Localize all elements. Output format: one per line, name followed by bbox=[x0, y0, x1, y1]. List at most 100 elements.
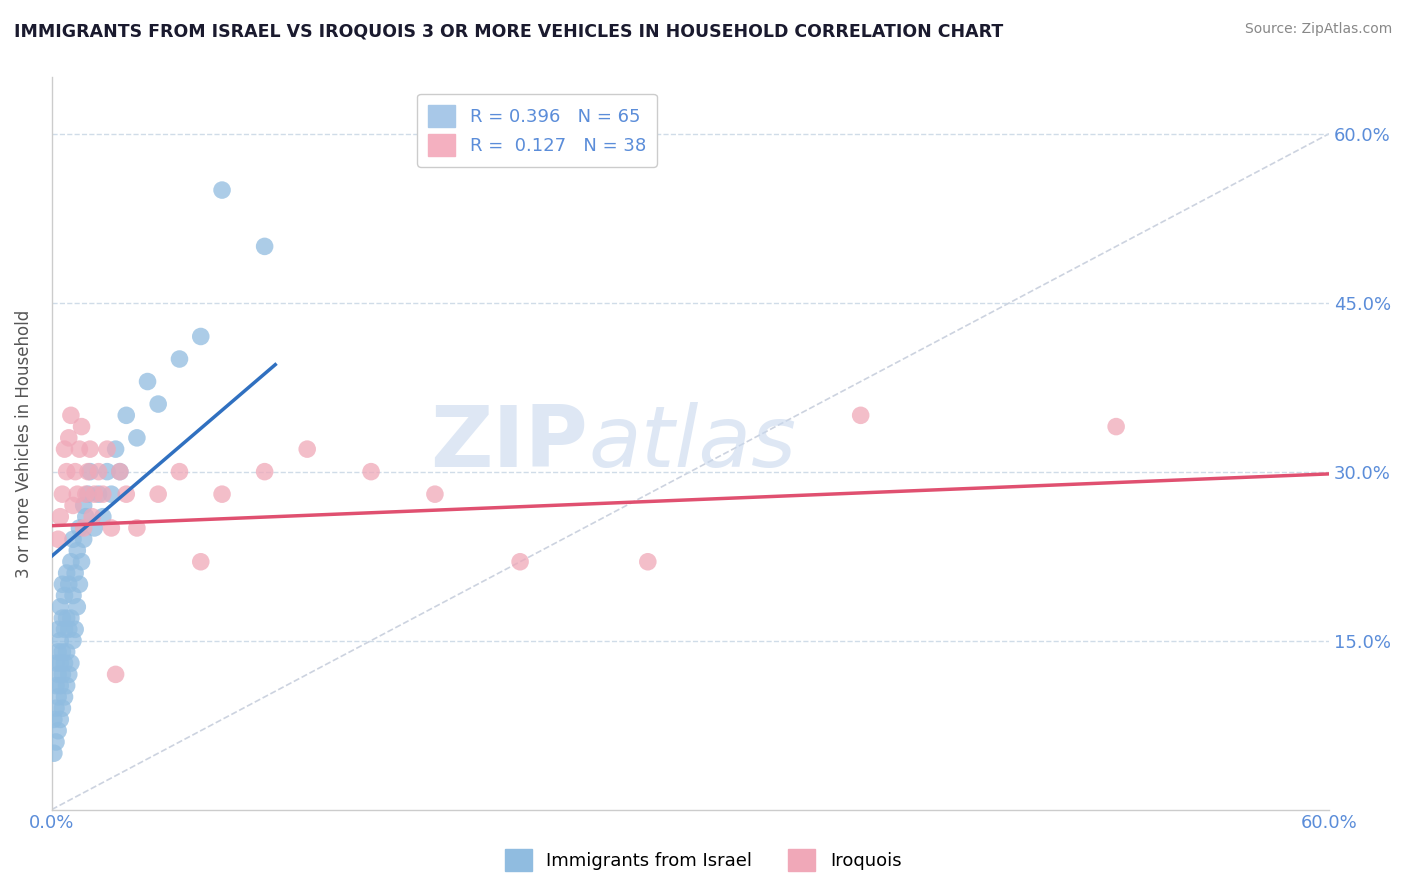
Point bbox=[42, 746, 65, 760]
Point bbox=[55, 465, 77, 479]
Point bbox=[53, 623, 76, 637]
Point bbox=[100, 487, 122, 501]
Point bbox=[211, 183, 233, 197]
Point bbox=[58, 623, 80, 637]
Text: Source: ZipAtlas.com: Source: ZipAtlas.com bbox=[1244, 22, 1392, 37]
Point bbox=[62, 533, 84, 547]
Point bbox=[49, 509, 72, 524]
Point bbox=[59, 656, 82, 670]
Point bbox=[849, 409, 872, 423]
Point bbox=[253, 239, 276, 253]
Point bbox=[96, 465, 118, 479]
Point bbox=[295, 442, 318, 456]
Point bbox=[79, 442, 101, 456]
Point bbox=[83, 487, 105, 501]
Point bbox=[108, 465, 131, 479]
Point bbox=[148, 487, 170, 501]
Point bbox=[190, 329, 212, 343]
Point bbox=[51, 611, 73, 625]
Point bbox=[1105, 419, 1128, 434]
Point bbox=[62, 499, 84, 513]
Point bbox=[96, 442, 118, 456]
Point bbox=[55, 645, 77, 659]
Legend: Immigrants from Israel, Iroquois: Immigrants from Israel, Iroquois bbox=[498, 842, 908, 879]
Point bbox=[73, 499, 96, 513]
Point bbox=[58, 667, 80, 681]
Point bbox=[53, 690, 76, 704]
Point bbox=[82, 509, 104, 524]
Point bbox=[211, 487, 233, 501]
Point bbox=[75, 487, 97, 501]
Text: IMMIGRANTS FROM ISRAEL VS IROQUOIS 3 OR MORE VEHICLES IN HOUSEHOLD CORRELATION C: IMMIGRANTS FROM ISRAEL VS IROQUOIS 3 OR … bbox=[14, 22, 1004, 40]
Point bbox=[51, 667, 73, 681]
Point bbox=[125, 521, 148, 535]
Point bbox=[190, 555, 212, 569]
Y-axis label: 3 or more Vehicles in Household: 3 or more Vehicles in Household bbox=[15, 310, 32, 578]
Point bbox=[51, 645, 73, 659]
Point bbox=[67, 521, 90, 535]
Point bbox=[87, 487, 110, 501]
Point bbox=[49, 713, 72, 727]
Point bbox=[148, 397, 170, 411]
Point bbox=[63, 623, 86, 637]
Point bbox=[45, 679, 67, 693]
Point bbox=[100, 521, 122, 535]
Point bbox=[53, 442, 76, 456]
Point bbox=[63, 465, 86, 479]
Point bbox=[46, 723, 69, 738]
Legend: R = 0.396   N = 65, R =  0.127   N = 38: R = 0.396 N = 65, R = 0.127 N = 38 bbox=[418, 94, 657, 167]
Point bbox=[45, 735, 67, 749]
Point bbox=[49, 656, 72, 670]
Point bbox=[75, 509, 97, 524]
Point bbox=[51, 487, 73, 501]
Point bbox=[55, 566, 77, 580]
Point bbox=[423, 487, 446, 501]
Point bbox=[53, 589, 76, 603]
Point bbox=[45, 656, 67, 670]
Point bbox=[77, 487, 100, 501]
Point bbox=[83, 521, 105, 535]
Point bbox=[70, 419, 93, 434]
Point bbox=[125, 431, 148, 445]
Point bbox=[115, 409, 138, 423]
Point bbox=[73, 533, 96, 547]
Point bbox=[104, 442, 127, 456]
Point bbox=[66, 543, 89, 558]
Point bbox=[509, 555, 531, 569]
Point bbox=[53, 656, 76, 670]
Point bbox=[77, 465, 100, 479]
Point bbox=[42, 713, 65, 727]
Point bbox=[73, 521, 96, 535]
Point bbox=[49, 599, 72, 614]
Point bbox=[46, 533, 69, 547]
Point bbox=[67, 577, 90, 591]
Point bbox=[63, 566, 86, 580]
Point bbox=[49, 633, 72, 648]
Point bbox=[169, 465, 191, 479]
Point bbox=[46, 667, 69, 681]
Point bbox=[59, 555, 82, 569]
Point bbox=[91, 509, 114, 524]
Point bbox=[67, 442, 90, 456]
Point bbox=[46, 623, 69, 637]
Point bbox=[58, 431, 80, 445]
Point bbox=[79, 465, 101, 479]
Point bbox=[58, 577, 80, 591]
Point bbox=[104, 667, 127, 681]
Point bbox=[55, 679, 77, 693]
Point bbox=[70, 555, 93, 569]
Point bbox=[59, 611, 82, 625]
Text: ZIP: ZIP bbox=[430, 402, 588, 485]
Point bbox=[136, 375, 159, 389]
Point bbox=[66, 599, 89, 614]
Point bbox=[66, 487, 89, 501]
Point bbox=[253, 465, 276, 479]
Point bbox=[55, 611, 77, 625]
Point bbox=[108, 465, 131, 479]
Point bbox=[637, 555, 659, 569]
Point bbox=[360, 465, 382, 479]
Point bbox=[115, 487, 138, 501]
Text: atlas: atlas bbox=[588, 402, 796, 485]
Point bbox=[45, 701, 67, 715]
Point bbox=[87, 465, 110, 479]
